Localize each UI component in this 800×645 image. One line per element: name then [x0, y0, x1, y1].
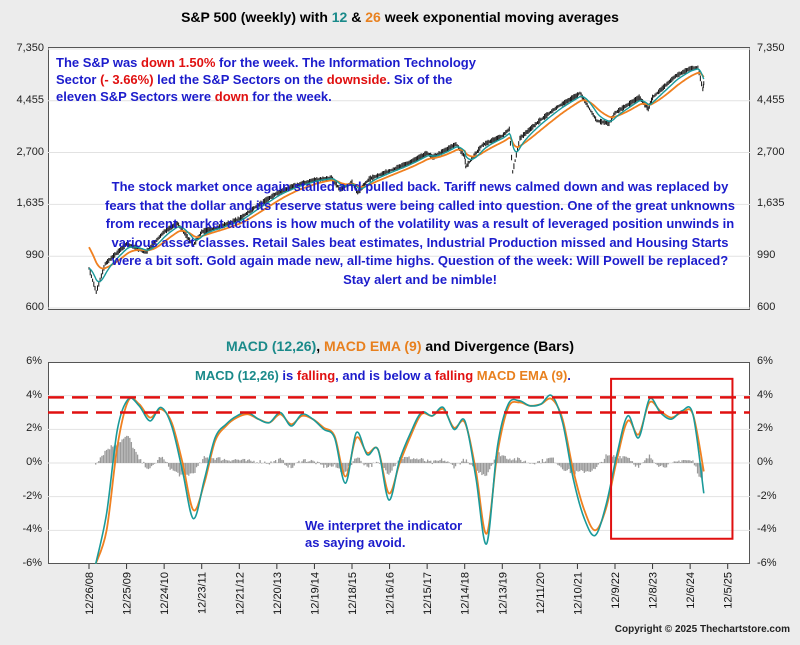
price-y-tick-right: 4,455 [757, 93, 785, 106]
title-amp: & [347, 9, 366, 25]
market-annotation: The stock market once again stalled and … [105, 179, 735, 287]
price-y-tick-left: 1,635 [16, 197, 44, 210]
macd-chart [48, 377, 750, 564]
price-y-tick-right: 1,635 [757, 197, 785, 210]
macd-title: MACD (12,26), MACD EMA (9) and Divergenc… [0, 338, 800, 354]
x-tick-label: 12/8/23 [648, 572, 660, 609]
macd-y-tick-right: 4% [757, 388, 773, 401]
macd-annotation: MACD (12,26) is falling, and is below a … [195, 367, 571, 384]
chart-title: S&P 500 (weekly) with 12 & 26 week expon… [0, 9, 800, 25]
price-y-tick-left: 2,700 [16, 145, 44, 158]
x-tick-label: 12/20/13 [272, 572, 284, 615]
price-panel [48, 47, 750, 310]
price-y-tick-left: 4,455 [16, 93, 44, 106]
copyright: Copyright © 2025 Thechartstore.com [614, 624, 790, 635]
macd-y-tick-right: -4% [757, 523, 777, 536]
price-y-tick-left: 990 [25, 249, 44, 262]
x-tick-label: 12/16/16 [385, 572, 397, 615]
x-tick-label: 12/15/17 [422, 572, 434, 615]
weekly-t8: down [214, 89, 249, 104]
macd-y-tick-right: 2% [757, 422, 773, 435]
title-prefix: S&P 500 (weekly) with [181, 9, 332, 25]
weekly-annotation: The S&P was down 1.50% for the week. The… [56, 54, 496, 105]
macd-title-p2: MACD EMA (9) [324, 338, 422, 354]
price-y-tick-right: 990 [757, 249, 776, 262]
price-y-tick-left: 7,350 [16, 42, 44, 54]
highlight-box [610, 377, 734, 540]
x-tick-label: 12/24/10 [159, 572, 171, 615]
x-tick-label: 12/9/22 [610, 572, 622, 609]
weekly-t3: for the week. The Information Technology… [56, 55, 476, 87]
price-y-tick-right: 2,700 [757, 145, 785, 158]
macd-y-tick-right: -2% [757, 489, 777, 502]
title-ema26: 26 [365, 9, 381, 25]
macd-ann-t5: falling [434, 368, 474, 383]
x-tick-label: 12/5/25 [723, 572, 735, 609]
weekly-t4: (- 3.66%) [100, 72, 154, 87]
macd-y-tick-left: 6% [26, 355, 42, 367]
title-ema12: 12 [331, 9, 348, 25]
macd-ann-t2: is [278, 368, 297, 383]
x-tick-label: 12/13/19 [497, 572, 509, 615]
macd-ann-t4: , and is below a [335, 368, 435, 383]
x-tick-label: 12/21/12 [234, 572, 246, 615]
x-tick-label: 12/6/24 [685, 572, 697, 609]
x-tick-label: 12/10/21 [572, 572, 584, 615]
x-tick-label: 12/26/08 [84, 572, 96, 615]
x-tick-label: 12/14/18 [460, 572, 472, 615]
title-suffix: week exponential moving averages [380, 9, 619, 25]
weekly-t5: led the S&P Sectors on the [153, 72, 327, 87]
macd-y-tick-left: 2% [26, 422, 42, 435]
macd-y-tick-left: -4% [22, 523, 42, 536]
weekly-t6: downside [326, 72, 387, 87]
x-tick-label: 12/19/14 [309, 572, 321, 615]
macd-title-p1: MACD (12,26) [225, 338, 317, 354]
macd-y-tick-right: -6% [757, 557, 777, 569]
macd-y-tick-left: -6% [22, 557, 42, 569]
macd-ann-t7: MACD EMA (9) [476, 368, 568, 383]
macd-title-p3: and Divergence (Bars) [421, 338, 574, 354]
macd-y-tick-left: 0% [26, 456, 42, 468]
weekly-t2: down 1.50% [141, 55, 216, 70]
macd-ann-t3: falling [296, 368, 336, 383]
price-chart [48, 48, 750, 309]
macd-ann-t8: . [567, 368, 571, 383]
price-y-tick-left: 600 [25, 301, 44, 313]
x-axis: 12/26/08 12/25/09 12/24/10 12/23/11 12/21/12… [84, 564, 735, 615]
macd-y-tick-left: -2% [22, 489, 42, 502]
price-y-tick-right: 600 [757, 301, 776, 313]
x-tick-label: 12/23/11 [197, 572, 209, 614]
x-tick-label: 12/11/20 [535, 572, 547, 614]
macd-ann-t1: MACD (12,26) [195, 368, 279, 383]
weekly-t9: for the week. [248, 89, 332, 104]
macd-y-tick-left: 4% [26, 388, 42, 401]
macd-title-sep1: , [316, 338, 325, 354]
price-y-tick-right: 7,350 [757, 42, 785, 54]
x-tick-label: 12/25/09 [122, 572, 134, 615]
ema26-line [88, 72, 705, 270]
interpret-annotation: We interpret the indicator as saying avo… [305, 518, 463, 550]
macd-y-tick-right: 0% [757, 456, 773, 468]
macd-y-tick-right: 6% [757, 355, 773, 367]
weekly-t7: . Six of the eleven S&P Sectors were [56, 72, 453, 104]
weekly-t1: The S&P was [56, 55, 142, 70]
ema12-line [88, 68, 705, 283]
x-tick-label: 12/18/15 [347, 572, 359, 615]
macd-line [94, 394, 705, 564]
